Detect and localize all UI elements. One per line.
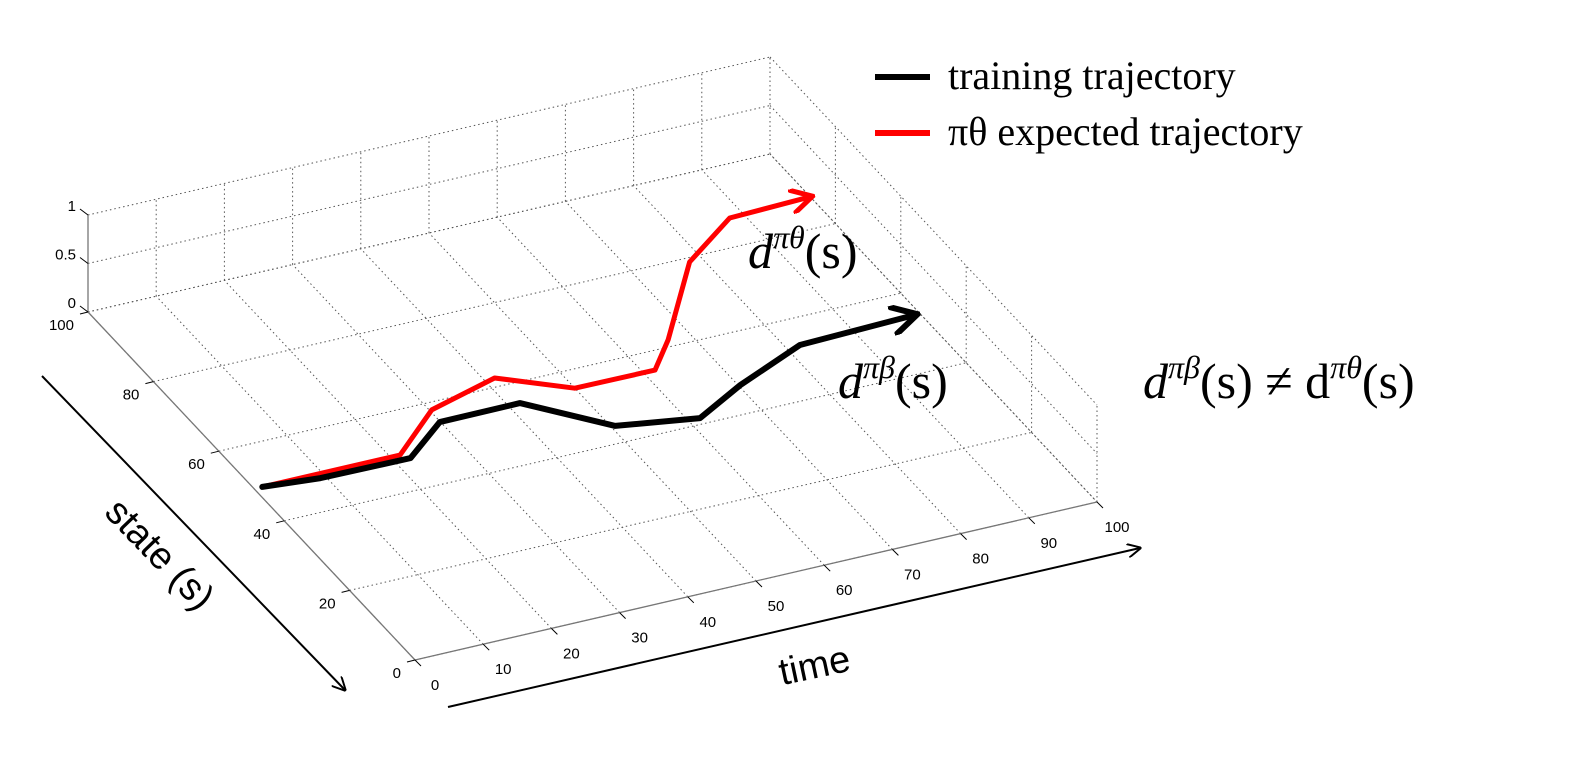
grid-line [701,169,1030,519]
z-tick-label: 1 [68,198,76,215]
grid-line [284,362,967,522]
tick-mark [210,450,219,454]
x-tick-label: 80 [972,551,989,568]
tick-mark [823,564,831,572]
legend: training trajectory πθ expected trajector… [875,53,1303,154]
tick-mark [482,643,490,651]
grid-line [87,105,771,264]
annotation-superscript: πθ [1330,349,1362,385]
grid-line [153,223,836,383]
y-tick-label: 80 [123,387,140,404]
trajectories [259,197,914,490]
tick-mark [276,520,285,524]
tick-mark [619,612,626,619]
annotation-superscript: πθ [773,219,805,255]
annotation-part: (s) [895,353,948,409]
trajectory [259,197,810,490]
annotations: dπθ(s)dπβ(s) dπβ(s) ≠ dπθ(s) [748,219,1415,409]
tick-mark [406,659,416,663]
grid-line [769,56,1098,406]
y-tick-label: 0 [393,665,401,682]
tick-mark [960,533,967,540]
grid-line [633,185,961,534]
grid-line [155,295,484,645]
tick-mark [687,596,695,604]
x-tick-label: 10 [495,661,512,678]
time-arrow [447,548,1140,708]
z-tick-label: 0 [68,295,76,312]
tick-mark [79,305,89,313]
tick-mark [145,381,154,385]
annotation: dπβ(s) ≠ dπθ(s) [1143,349,1415,409]
y-tick-label: 60 [188,456,205,473]
annotation-part: (s) [805,223,858,279]
y-tick-label: 20 [319,595,336,612]
x-tick-label: 70 [904,566,921,583]
tick-mark [1028,517,1036,525]
annotation-part: d [838,353,864,409]
x-tick-label: 90 [1040,535,1057,552]
annotation-superscript: πβ [1168,349,1200,385]
x-tick-label: 60 [836,582,853,599]
x-tick-label: 30 [631,630,648,647]
tick-mark [79,311,89,315]
x-tick-label: 40 [699,614,716,631]
tick-mark [1096,501,1104,509]
tick-mark [341,589,350,593]
z-tick-label: 0.5 [55,247,76,264]
grid-line [428,232,757,582]
grid [87,56,1098,661]
tick-mark [755,580,763,588]
annotation-part: d [1143,353,1169,409]
annotation-part: (s) ≠ d [1200,353,1330,409]
annotation: dπβ(s) [838,349,948,409]
trajectory [259,315,914,490]
axes [79,208,1104,667]
tick-mark [79,257,89,264]
y-tick-label: 40 [254,526,271,543]
annotation-part: (s) [1362,353,1415,409]
y-axis-line [87,311,416,661]
y-tick-label: 100 [49,317,74,334]
grid-line [496,216,825,566]
tick-labels: 0 10 20 30 40 50 60 70 80 90 100 0 20 40 60 80 100 0 0.5 1 [49,198,1130,694]
annotation-part: d [748,223,774,279]
x-tick-label: 100 [1104,519,1129,536]
x-axis-label: time [775,638,854,694]
grid-line [224,280,552,629]
grid-line [769,153,1098,503]
y-axis-label: state (s) [97,491,223,619]
legend-label: πθ expected trajectory [948,109,1303,154]
x-tick-label: 0 [431,677,439,694]
legend-label: training trajectory [948,53,1236,98]
x-tick-label: 50 [768,598,785,615]
annotation-superscript: πβ [863,349,895,385]
grid-line [218,292,901,452]
annotation: dπθ(s) [748,219,858,279]
tick-mark [892,549,899,556]
state-arrow [41,375,345,690]
grid-line [292,264,620,613]
tick-mark [414,659,422,667]
tick-mark [79,208,89,216]
tick-mark [551,628,558,635]
grid-line [565,201,893,550]
x-tick-label: 20 [563,645,580,662]
grid-line [769,105,1098,454]
grid-line [360,248,689,598]
